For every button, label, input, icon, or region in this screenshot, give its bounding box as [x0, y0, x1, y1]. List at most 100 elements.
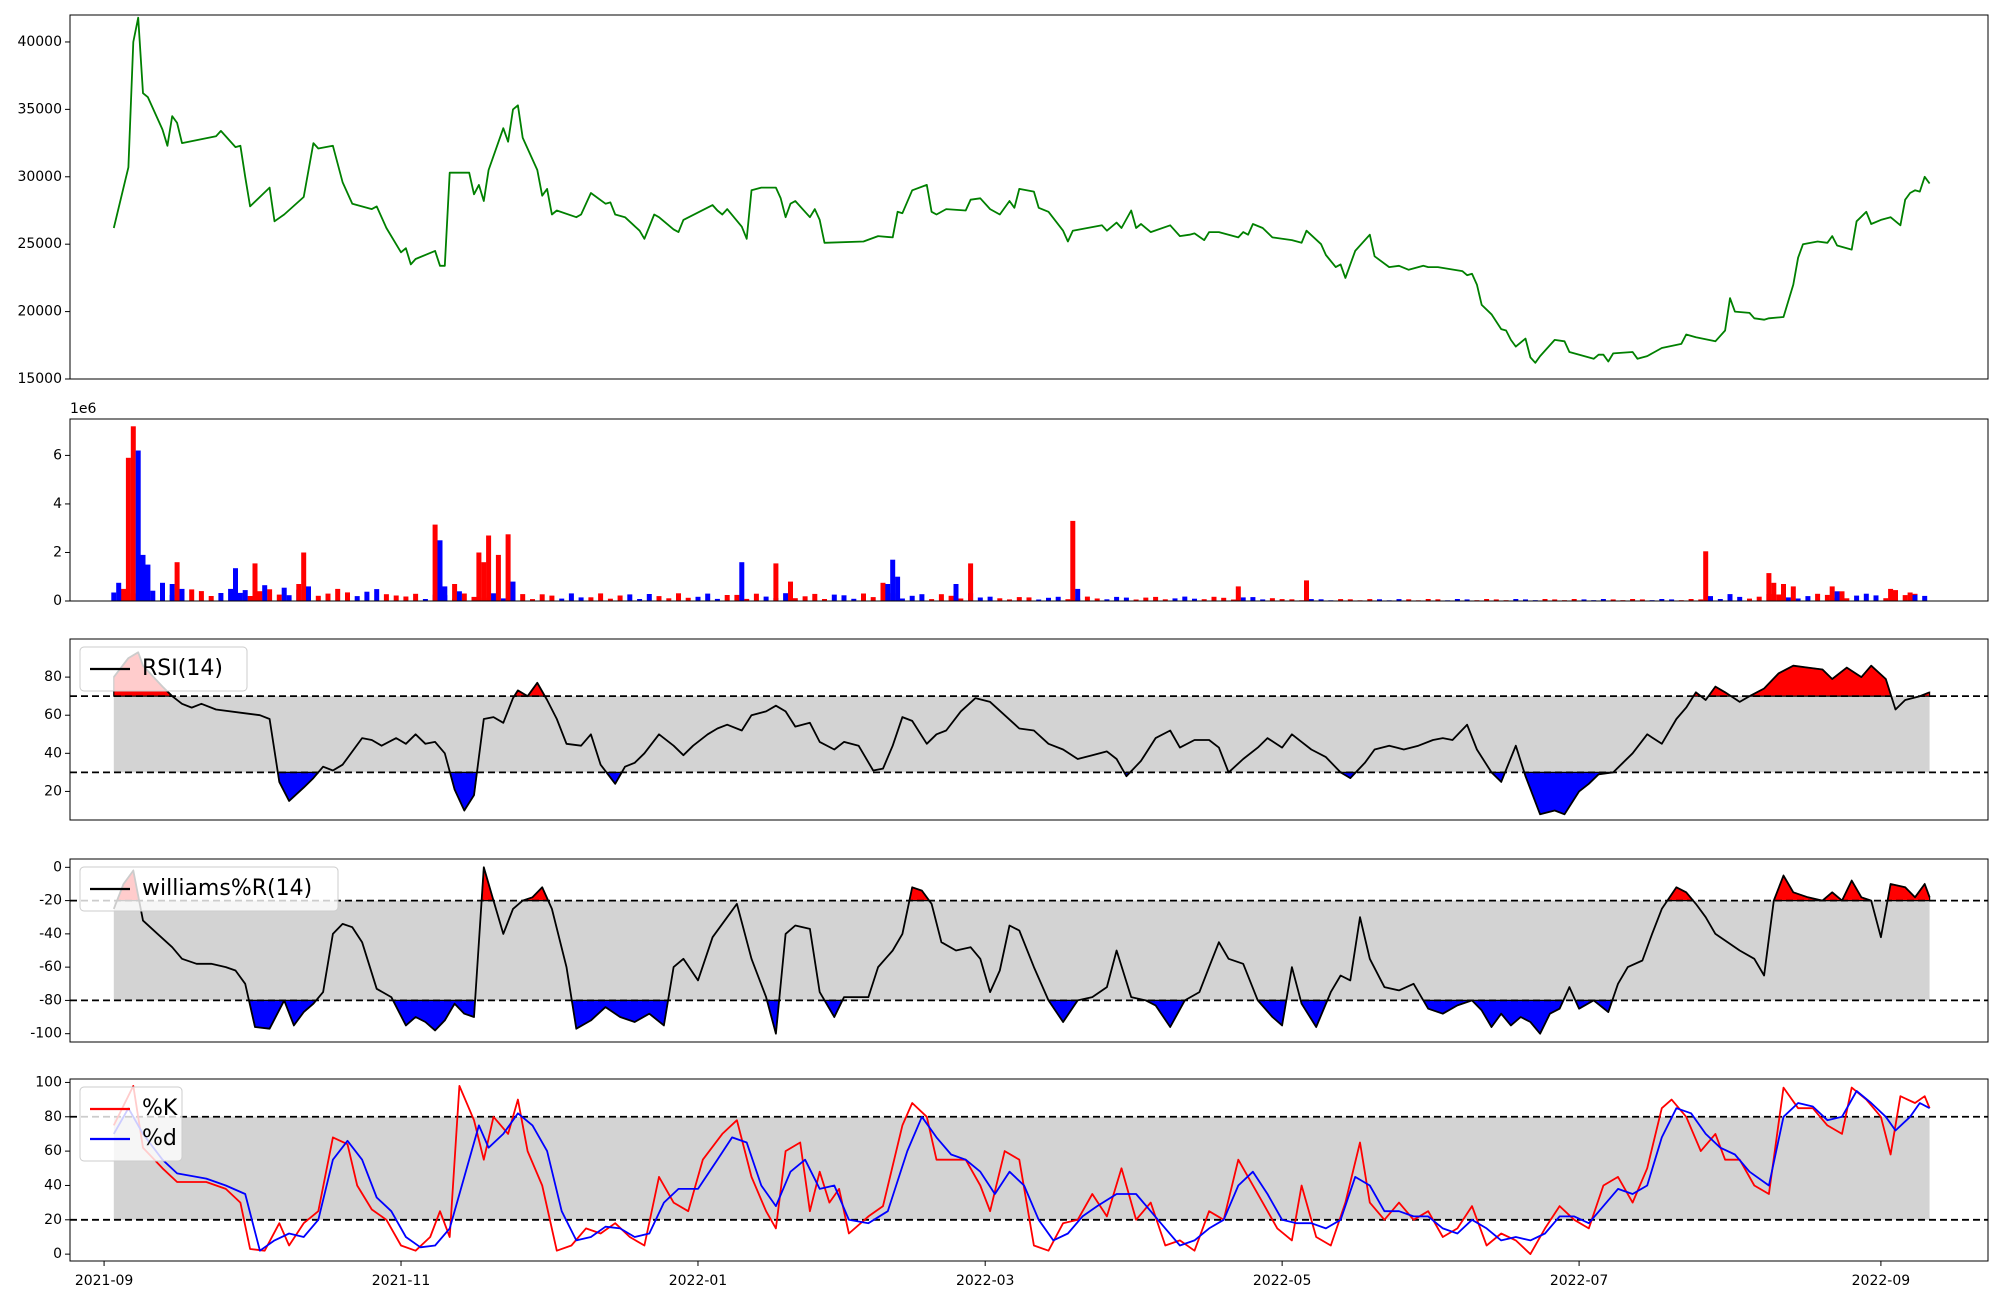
price-panel: 15000 20000 25000 30000 35000 40000 [17, 14, 1989, 387]
series-line [113, 651, 1930, 816]
y-tick-label: 30000 [17, 169, 62, 185]
volume-bar [627, 594, 633, 601]
volume-bar [247, 596, 253, 601]
legend-box [79, 646, 248, 692]
volume-bar [242, 590, 248, 601]
volume-bar [1907, 592, 1913, 601]
volume-bar [1766, 573, 1772, 601]
volume-bar [929, 599, 935, 601]
volume-bar [1162, 599, 1168, 601]
neutral-band [113, 1116, 1930, 1220]
volume-bar [1600, 599, 1606, 601]
volume-bar [233, 568, 238, 601]
y-tick-label: 40000 [17, 34, 62, 50]
volume-bar [1698, 599, 1704, 601]
series-line [112, 866, 1931, 1035]
volume-bar [174, 562, 180, 601]
y-tick-label: 80 [44, 1109, 62, 1125]
y-tick-label: 0 [53, 1246, 62, 1262]
volume-bar [505, 534, 511, 601]
rsi-panel: 20 40 60 80 RSI(14) [44, 638, 1989, 821]
volume-bar [1893, 590, 1898, 601]
legend-box [79, 1086, 183, 1162]
volume-bar [948, 595, 954, 601]
volume-bar [977, 597, 983, 601]
volume-bar [1084, 596, 1090, 601]
volume-bar [189, 589, 195, 601]
y-tick-label: 20 [44, 1212, 62, 1228]
volume-bar [1026, 597, 1032, 601]
volume-bar [237, 592, 243, 601]
volume-bar [1304, 580, 1309, 601]
volume-offset-text: 1e6 [70, 401, 97, 417]
volume-bar [1338, 599, 1344, 601]
neutral-band [113, 696, 1930, 773]
volume-bar [822, 599, 827, 601]
volume-bar [125, 457, 131, 601]
volume-bar [1318, 599, 1324, 601]
volume-bar [1075, 588, 1081, 601]
volume-bar [885, 584, 891, 601]
volume-bar [1367, 599, 1373, 601]
price-line [112, 16, 1931, 364]
volume-bar [783, 593, 789, 601]
volume-bar [1347, 599, 1353, 601]
volume-bar [145, 564, 151, 601]
y-tick-label: -40 [39, 926, 62, 942]
volume-bar [267, 589, 273, 601]
axes-border [69, 1078, 1989, 1262]
volume-bar [1839, 591, 1845, 601]
series-line [112, 1085, 1931, 1255]
volume-bar [315, 595, 321, 601]
volume-bar [1454, 599, 1460, 601]
volume-bar [437, 540, 443, 601]
volume-bar [130, 426, 136, 601]
volume-bar [432, 524, 438, 601]
volume-bar [1922, 595, 1928, 601]
volume-bar [1484, 599, 1490, 601]
volume-bar [1571, 599, 1577, 601]
volume-bar [1717, 599, 1723, 601]
volume-bar [539, 594, 545, 601]
volume-bar [262, 585, 268, 601]
volume-bar [198, 591, 204, 601]
volume-bar [1377, 599, 1382, 601]
volume-bar [987, 596, 993, 601]
volume-bar [1669, 599, 1675, 601]
volume-bar [909, 595, 915, 601]
volume-bar [1308, 599, 1314, 601]
volume-bar [1192, 598, 1197, 601]
volume-bar [456, 591, 462, 601]
volume-bar [568, 593, 574, 601]
volume-bar [520, 594, 526, 601]
volume-bar [802, 596, 808, 601]
volume-bar [1201, 599, 1207, 601]
volume-bar [281, 587, 287, 601]
volume-bar [1829, 586, 1835, 601]
volume-bar [345, 592, 350, 601]
legend-label: RSI(14) [142, 656, 223, 681]
volume-bar [1581, 599, 1587, 601]
volume-bar [763, 596, 769, 601]
volume-bar [1790, 586, 1796, 601]
neutral-band [113, 900, 1930, 1001]
volume-bar [1133, 599, 1139, 601]
y-tick-label: 60 [44, 707, 62, 723]
volume-bar [1688, 599, 1694, 601]
volume-bar [1795, 598, 1801, 601]
volume-bar [121, 588, 126, 601]
volume-bar [997, 598, 1003, 601]
volume-bar [500, 598, 506, 601]
legend-box [79, 866, 339, 912]
volume-bar [1104, 599, 1110, 601]
volume-bar [1046, 597, 1051, 601]
legend-label: williams%R(14) [142, 876, 312, 901]
volume-bar [899, 598, 905, 601]
volume-bar [306, 586, 311, 601]
x-tick-label: 2022-07 [1550, 1273, 1609, 1289]
volume-bar [486, 535, 492, 601]
x-tick-label: 2022-01 [669, 1273, 728, 1289]
series-line [113, 1090, 1931, 1252]
volume-bar [1630, 599, 1636, 601]
volume-bar [1172, 598, 1178, 601]
